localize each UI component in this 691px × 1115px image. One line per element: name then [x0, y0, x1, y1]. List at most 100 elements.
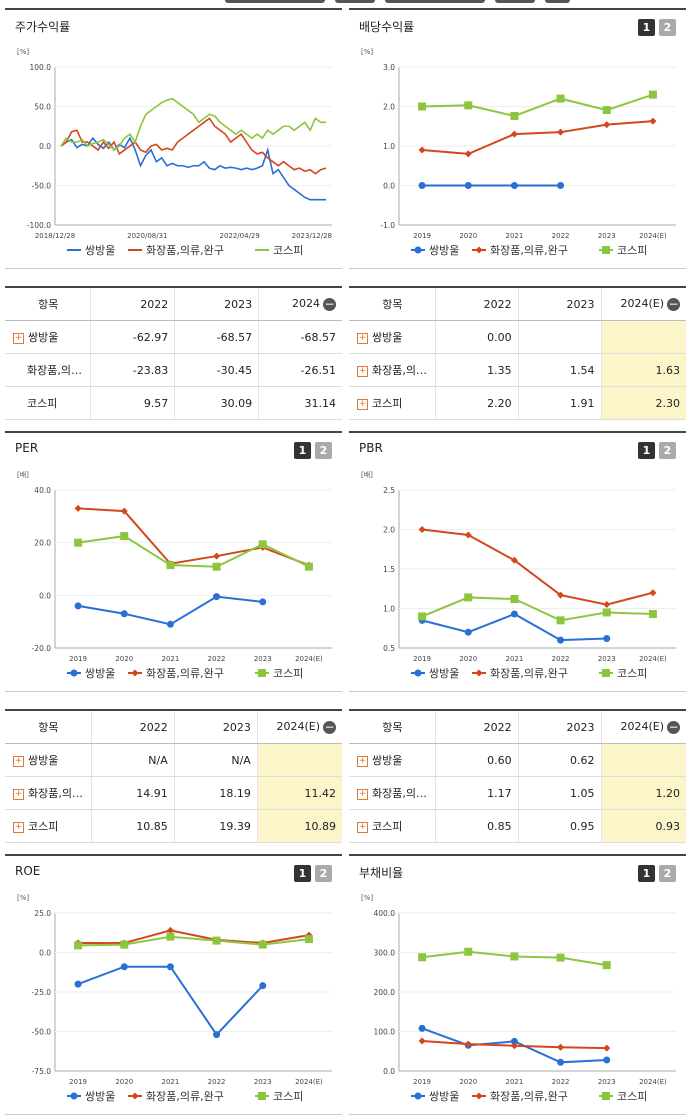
table-row: + 쌍방울 N/A N/A	[5, 743, 342, 777]
chart-title: PER	[15, 441, 39, 455]
expand-icon[interactable]: +	[357, 821, 368, 833]
y-tick-label: 400.0	[374, 909, 396, 918]
series-0	[60, 136, 326, 201]
data-point	[557, 591, 565, 599]
view-button-1[interactable]: 1	[294, 442, 311, 459]
y-tick-label: 20.0	[34, 539, 51, 548]
view-button-1[interactable]: 1	[638, 442, 655, 459]
expand-icon[interactable]: +	[357, 332, 368, 344]
view-button-2[interactable]: 2	[315, 865, 332, 882]
top-tab[interactable]	[225, 0, 325, 3]
legend-label: 코스피	[617, 1090, 647, 1103]
row-name: 화장품,의…	[372, 787, 427, 800]
legend-label: 화장품,의류,완구	[146, 1090, 224, 1103]
series-line	[77, 965, 264, 1037]
expand-icon[interactable]: +	[357, 398, 368, 410]
series-line	[421, 120, 653, 155]
y-tick-label: 1.0	[383, 605, 395, 614]
series-line	[421, 596, 653, 622]
view-button-1[interactable]: 1	[638, 19, 655, 36]
top-tab[interactable]	[335, 0, 375, 3]
x-tick-label: 2023	[254, 1078, 272, 1086]
expand-icon[interactable]: +	[357, 788, 368, 800]
legend-marker	[414, 1092, 422, 1100]
legend-label: 쌍방울	[85, 1090, 115, 1103]
row-name: 쌍방울	[28, 331, 59, 344]
view-button-1[interactable]: 1	[638, 865, 655, 882]
view-button-2[interactable]: 2	[659, 865, 676, 882]
chart-title: 배당수익률	[359, 20, 415, 34]
pbr-table: 항목 2022 2023 2024(E) − + 쌍방울 0.60 0.62 + 화장품,의… 1.1…	[349, 709, 686, 843]
top-tab[interactable]	[545, 0, 570, 3]
legend: 쌍방울 화장품,의류,완구 코스피	[67, 667, 303, 680]
expand-icon[interactable]: +	[357, 365, 368, 377]
data-point	[602, 961, 611, 970]
x-tick-label: 2023/12/28	[292, 232, 332, 240]
series-line	[78, 935, 310, 947]
series-line	[78, 507, 310, 567]
legend-marker	[475, 246, 483, 254]
view-button-1[interactable]: 1	[294, 865, 311, 882]
data-point	[464, 1040, 472, 1048]
x-tick-label: 2021	[506, 1078, 524, 1086]
x-tick-label: 2022/04/29	[219, 232, 259, 240]
per-panel: PER 1 2 [배] 40.0 20.0 0.0 -20.0 2019 2020 2021 2022…	[5, 431, 342, 692]
value-cell: 2.20	[434, 386, 519, 420]
value-cell: 1.63	[600, 353, 686, 387]
data-point	[556, 94, 565, 103]
data-point	[120, 963, 128, 971]
value-cell: N/A	[90, 743, 175, 777]
data-point	[259, 982, 267, 990]
collapse-icon[interactable]: −	[667, 296, 680, 311]
row-name-cell: + 화장품,의…	[5, 776, 92, 810]
header-label: 항목	[38, 298, 59, 311]
value-cell: 1.54	[517, 353, 602, 387]
x-tick-label: 2019	[413, 232, 431, 240]
y-tick-label: 300.0	[374, 949, 396, 958]
chart-svg: [%] 3.0 2.0 1.0 0.0 -1.0 2019 2020 2021 2022 2023 2…	[361, 48, 676, 257]
row-name: 화장품,의…	[27, 364, 82, 377]
x-tick-label: 2021	[506, 655, 524, 663]
view-button-2[interactable]: 2	[659, 442, 676, 459]
header-year: 2024−	[258, 286, 342, 321]
legend-label: 화장품,의류,완구	[490, 244, 568, 257]
data-point	[418, 102, 427, 111]
collapse-icon[interactable]: −	[667, 719, 680, 734]
row-name: 코스피	[28, 820, 59, 833]
top-tab[interactable]	[495, 0, 535, 3]
value-cell: -68.57	[174, 320, 259, 354]
expand-icon[interactable]: +	[13, 821, 24, 833]
y-tick-label: 100.0	[30, 63, 52, 72]
collapse-icon[interactable]: −	[323, 296, 336, 311]
data-point	[510, 595, 519, 604]
series-2	[418, 90, 657, 120]
y-tick-label: 0.0	[39, 142, 51, 151]
row-name: 쌍방울	[372, 754, 403, 767]
value-cell	[600, 320, 686, 354]
expand-icon[interactable]: +	[13, 755, 24, 767]
y-unit-label: [%]	[361, 48, 373, 56]
view-button-2[interactable]: 2	[659, 19, 676, 36]
x-tick-label: 2024(E)	[295, 1078, 323, 1086]
row-name-cell: 화장품,의…	[5, 353, 91, 387]
value-cell: 0.95	[517, 809, 602, 843]
x-tick-label: 2020	[459, 232, 477, 240]
collapse-icon[interactable]: −	[323, 719, 336, 734]
legend-label: 쌍방울	[85, 667, 115, 680]
row-name-cell: + 코스피	[5, 809, 92, 843]
data-point	[602, 608, 611, 617]
x-tick-label: 2021	[162, 1078, 180, 1086]
data-point	[418, 146, 426, 154]
data-point	[648, 610, 657, 619]
expand-icon[interactable]: +	[357, 755, 368, 767]
data-point	[649, 117, 657, 125]
expand-icon[interactable]: +	[13, 788, 24, 800]
legend-marker	[602, 246, 610, 254]
view-button-2[interactable]: 2	[315, 442, 332, 459]
x-tick-label: 2020	[115, 655, 133, 663]
expand-icon[interactable]: +	[13, 332, 24, 344]
top-tab[interactable]	[385, 0, 485, 3]
